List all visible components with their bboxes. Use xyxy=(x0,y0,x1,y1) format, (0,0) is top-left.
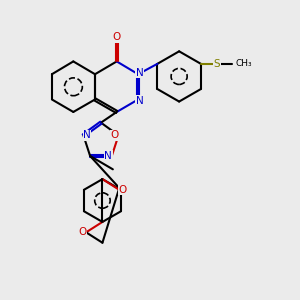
Text: O: O xyxy=(78,227,87,237)
Text: O: O xyxy=(111,130,119,140)
Text: N: N xyxy=(104,151,112,161)
Text: CH₃: CH₃ xyxy=(236,59,252,68)
Text: S: S xyxy=(214,59,220,69)
Text: O: O xyxy=(118,184,127,194)
Text: N: N xyxy=(136,96,143,106)
Text: N: N xyxy=(83,130,91,140)
Text: N: N xyxy=(136,68,143,78)
Text: O: O xyxy=(112,32,121,42)
